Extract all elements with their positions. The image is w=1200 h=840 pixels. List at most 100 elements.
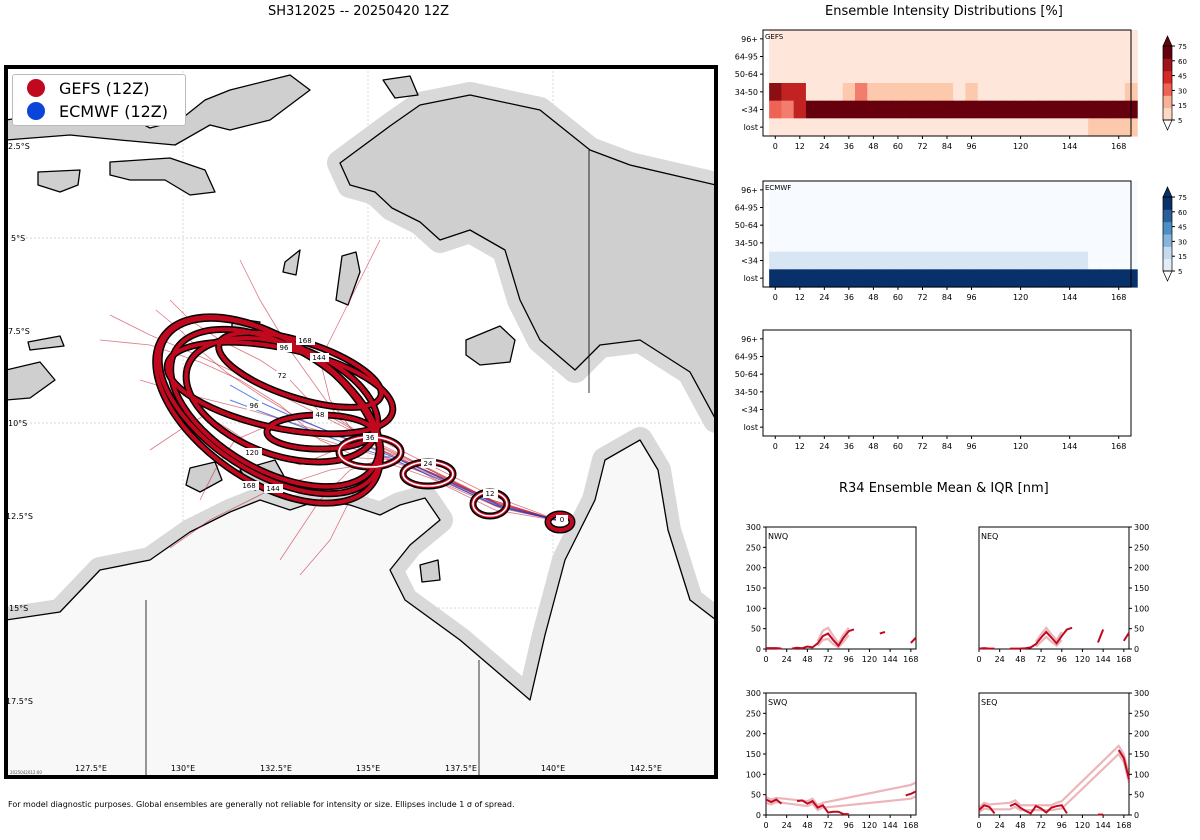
y-tick-label: 96+ xyxy=(741,186,758,195)
heatmap-cell xyxy=(842,234,856,253)
ellipse-label: 96 xyxy=(250,402,259,410)
heatmap-cell xyxy=(953,47,966,66)
heatmap-cell xyxy=(1039,216,1052,235)
x-tick-label: 24 xyxy=(819,293,829,302)
heatmap-cell xyxy=(977,65,991,84)
heatmap-cell xyxy=(1100,83,1114,102)
heatmap-cell xyxy=(1002,234,1016,253)
heatmap-cell xyxy=(1100,118,1114,137)
x-tick-label: 36 xyxy=(844,142,854,151)
x-tick-label: 72 xyxy=(917,442,927,451)
heatmap-cell xyxy=(1014,181,1028,200)
heatmap-cell xyxy=(793,234,807,253)
heatmap-cell xyxy=(1063,83,1077,102)
x-tick-label: 96 xyxy=(966,142,976,151)
heatmap-cell xyxy=(953,100,966,119)
heatmap-cell xyxy=(940,100,954,119)
heatmap-cell xyxy=(842,65,856,84)
y-tick-label: 300 xyxy=(1134,523,1149,532)
heatmap-cell xyxy=(1112,83,1126,102)
heatmap-cell xyxy=(1039,65,1052,84)
heatmap-cell xyxy=(1039,181,1052,200)
heatmap-cell xyxy=(1088,251,1101,270)
y-tick-label: 150 xyxy=(1134,750,1149,759)
heatmap-cell xyxy=(1026,216,1040,235)
legend-label: ECMWF (12Z) xyxy=(59,101,168,121)
y-tick-label: lost xyxy=(744,123,758,132)
heatmap-cell xyxy=(977,30,991,49)
map-frame xyxy=(4,65,718,779)
lon-label: 142.5°E xyxy=(630,764,662,773)
heatmap-cell xyxy=(953,30,966,49)
heatmap-cell xyxy=(842,47,856,66)
heatmap-cell xyxy=(989,198,1003,217)
heatmap-cell xyxy=(965,83,979,102)
heatmap-cell xyxy=(904,198,917,217)
x-tick-label: 24 xyxy=(819,442,829,451)
heatmap-cell xyxy=(793,269,807,288)
ellipse-hour-labels: 0 12 24 36 48 72 96 120 144 168 96 144 1… xyxy=(240,336,568,524)
heatmap-cell xyxy=(818,47,832,66)
heatmap-cell xyxy=(916,65,930,84)
heatmap-cell xyxy=(1063,47,1077,66)
heatmap-cell xyxy=(1100,251,1114,270)
heatmap-cell xyxy=(977,216,991,235)
y-tick-label: 34-50 xyxy=(735,239,758,248)
heatmap-cell xyxy=(891,47,905,66)
heatmap-cell xyxy=(989,100,1003,119)
ellipse-label: 120 xyxy=(245,449,258,457)
heatmap-cell xyxy=(891,118,905,137)
x-tick-label: 36 xyxy=(844,442,854,451)
heatmap-cell xyxy=(769,234,782,253)
heatmap-cell xyxy=(1051,47,1065,66)
heatmap-cell xyxy=(1014,100,1028,119)
heatmap-cell xyxy=(830,30,844,49)
x-tick-label: 144 xyxy=(882,655,897,664)
legend-marker-icon xyxy=(27,102,45,120)
x-tick-label: 120 xyxy=(1013,442,1028,451)
ellipse-label: 12 xyxy=(486,490,495,498)
heatmap-cell xyxy=(1014,251,1028,270)
heatmap-cell xyxy=(855,47,868,66)
heatmap-cell xyxy=(904,269,917,288)
heatmap-cell xyxy=(989,47,1003,66)
r34-mean-line xyxy=(1122,632,1130,642)
y-tick-label: 300 xyxy=(1134,689,1149,698)
heatmap-cell xyxy=(1026,83,1040,102)
intensity-and-r34-charts: GEFS 96+ 64-95 50-64 34-50 <34 lost 0 12 24 36 48 60… xyxy=(735,29,1187,830)
r34-panel-label: NEQ xyxy=(981,532,998,541)
r34-iqr-low-line xyxy=(765,795,917,812)
heatmap-cell xyxy=(1100,47,1114,66)
heatmap-cell xyxy=(818,181,832,200)
heatmap-panel-ecmwf xyxy=(762,180,1138,288)
heatmap-cell xyxy=(793,181,807,200)
y-tick-label: 50 xyxy=(1134,625,1144,634)
heatmap-cell xyxy=(818,118,832,137)
lat-label: 5°S xyxy=(11,234,25,243)
x-tick-label: 120 xyxy=(862,821,877,830)
heatmap-cell xyxy=(1051,216,1065,235)
heatmap-cell xyxy=(1063,269,1077,288)
heatmap-cell xyxy=(805,198,819,217)
heatmap-cell xyxy=(1039,251,1052,270)
heatmap-cell xyxy=(793,30,807,49)
heatmap-cell xyxy=(855,100,868,119)
heatmap-cell xyxy=(989,83,1003,102)
heatmap-cell xyxy=(1002,198,1016,217)
heatmap-cell xyxy=(928,198,942,217)
heatmap-cell xyxy=(855,30,868,49)
heatmap-cell xyxy=(879,47,893,66)
heatmap-cell xyxy=(830,216,844,235)
r34-mean-line xyxy=(796,799,849,816)
heatmap-cell xyxy=(928,65,942,84)
x-tick-label: 84 xyxy=(942,142,952,151)
heatmap-cell xyxy=(793,118,807,137)
heatmap-cell xyxy=(916,100,930,119)
heatmap-cell xyxy=(1075,251,1089,270)
y-tick-label: 96+ xyxy=(741,35,758,44)
heatmap-cell xyxy=(769,100,782,119)
heatmap-cell xyxy=(916,181,930,200)
heatmap-cell xyxy=(977,269,991,288)
heatmap-cell xyxy=(830,118,844,137)
x-tick-label: 60 xyxy=(893,442,903,451)
